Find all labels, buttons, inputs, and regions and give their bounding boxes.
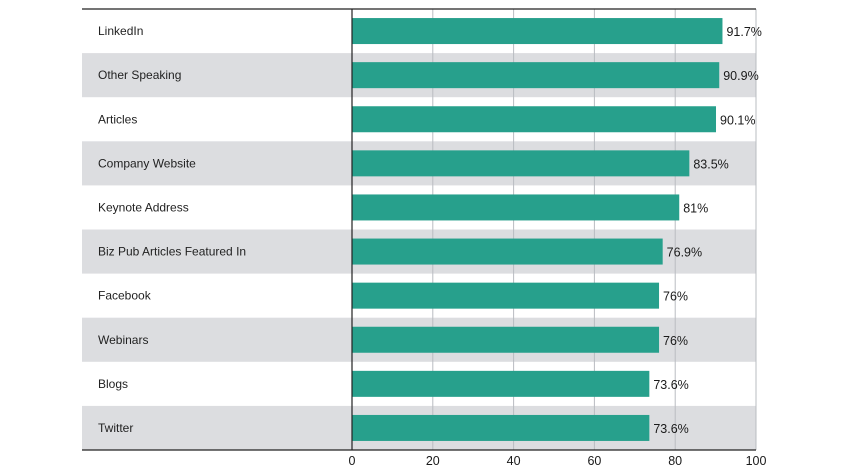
x-tick-label: 40 <box>507 454 521 468</box>
category-label: LinkedIn <box>98 24 143 38</box>
category-label: Facebook <box>98 289 152 303</box>
bar <box>352 326 660 353</box>
bar <box>352 106 717 133</box>
data-label: 91.7% <box>726 25 761 39</box>
category-label: Articles <box>98 112 137 126</box>
x-tick-label: 80 <box>668 454 682 468</box>
bar <box>352 282 660 309</box>
x-tick-label: 100 <box>746 454 767 468</box>
data-label: 83.5% <box>693 157 728 171</box>
category-label: Other Speaking <box>98 68 181 82</box>
bar <box>352 18 723 45</box>
category-label: Twitter <box>98 421 133 435</box>
x-tick-label: 60 <box>587 454 601 468</box>
category-label: Blogs <box>98 377 128 391</box>
data-label: 73.6% <box>653 378 688 392</box>
data-label: 73.6% <box>653 422 688 436</box>
data-label: 90.9% <box>723 69 758 83</box>
x-tick-labels: 0 20 40 60 80 100 <box>349 454 767 468</box>
x-tick-label: 20 <box>426 454 440 468</box>
category-label: Biz Pub Articles Featured In <box>98 245 246 259</box>
bar <box>352 370 650 397</box>
category-label: Company Website <box>98 156 196 170</box>
category-label: Keynote Address <box>98 200 189 214</box>
x-tick-label: 0 <box>349 454 356 468</box>
bar <box>352 150 690 177</box>
category-label: Webinars <box>98 333 148 347</box>
data-label: 76% <box>663 290 688 304</box>
data-label: 81% <box>683 201 708 215</box>
data-label: 76% <box>663 334 688 348</box>
data-label: 90.1% <box>720 113 755 127</box>
bars <box>352 18 723 441</box>
category-labels: LinkedIn Other Speaking Articles Company We… <box>98 24 246 435</box>
bar <box>352 414 650 441</box>
data-label: 76.9% <box>667 246 702 260</box>
axes <box>82 8 756 451</box>
bar <box>352 194 680 221</box>
bar <box>352 62 720 89</box>
value-labels: 91.7% 90.9% 90.1% 83.5% 81% 76.9% 76% 76% 73.6% 7… <box>653 25 762 436</box>
bar <box>352 238 663 265</box>
